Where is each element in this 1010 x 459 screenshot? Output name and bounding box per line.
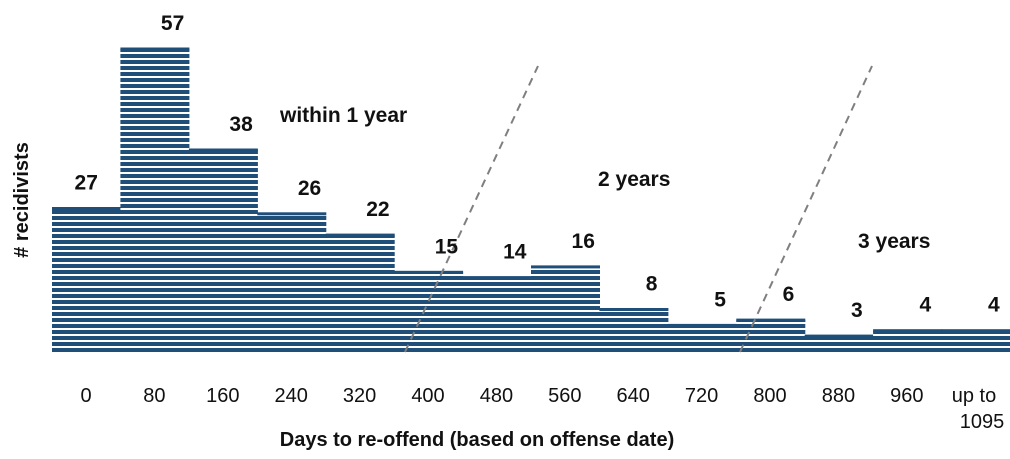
bar-top-edge-7 <box>531 265 600 269</box>
bar-top-edge-2 <box>188 148 258 152</box>
x-tick-label-1: 80 <box>143 385 165 407</box>
value-label-10: 6 <box>783 283 795 306</box>
bar-5 <box>394 272 464 352</box>
value-label-3: 26 <box>298 177 321 200</box>
x-tick-label-11: 880 <box>822 385 855 407</box>
value-label-6: 14 <box>503 241 527 264</box>
bar-top-edge-8 <box>599 308 669 311</box>
x-tick-label-12: 960 <box>890 385 923 407</box>
x-tick-label-10: 800 <box>753 385 786 407</box>
bar-top-edge-5 <box>394 270 464 274</box>
bar-top-edge-11 <box>804 334 874 338</box>
value-label-1: 57 <box>161 12 184 35</box>
bar-0 <box>52 208 121 352</box>
bar-12 <box>873 330 943 352</box>
bar-top-edge-3 <box>257 212 327 216</box>
x-tick-label-0: 0 <box>80 385 91 407</box>
bar-4 <box>325 235 395 352</box>
value-label-11: 3 <box>851 299 863 322</box>
zone-label-3-years: 3 years <box>858 230 930 253</box>
value-label-9: 5 <box>714 288 726 311</box>
bar-top-edge-0 <box>52 207 121 210</box>
bar-top-edge-6 <box>462 276 532 280</box>
value-label-4: 22 <box>366 198 389 221</box>
bar-7 <box>531 266 600 352</box>
x-tick-label-13: up to 1095 <box>952 385 1004 433</box>
x-tick-labels: 0 80 160 240 320 400 480 560 640 720 800 880 960 up t… <box>80 385 1004 433</box>
bar-2 <box>188 150 258 352</box>
bar-top-edge-13 <box>941 329 1010 333</box>
value-label-5: 15 <box>435 235 459 258</box>
value-labels: 27 57 38 26 22 15 14 16 8 5 6 3 4 4 <box>75 12 1000 322</box>
zone-label-2-years: 2 years <box>598 168 670 191</box>
period-dividers <box>404 65 873 353</box>
value-label-7: 16 <box>572 230 595 253</box>
bar-6 <box>462 277 532 352</box>
bar-top-edge-9 <box>667 323 737 327</box>
bar-top-edge-1 <box>120 47 190 51</box>
x-tick-label-5: 400 <box>411 385 444 407</box>
bar-1 <box>120 49 190 352</box>
x-tick-label-8: 640 <box>617 385 650 407</box>
x-tick-label-4: 320 <box>343 385 376 407</box>
bar-3 <box>257 213 327 352</box>
zone-label-within-1-year: within 1 year <box>279 104 407 127</box>
bar-8 <box>599 309 669 352</box>
x-tick-label-3: 240 <box>275 385 308 407</box>
bar-top-edge-10 <box>736 318 806 322</box>
value-label-12: 4 <box>920 294 932 317</box>
bars-group <box>52 47 1010 352</box>
x-tick-label-6: 480 <box>480 385 513 407</box>
x-tick-label-2: 160 <box>206 385 239 407</box>
x-tick-label-9: 720 <box>685 385 718 407</box>
value-label-8: 8 <box>646 273 658 296</box>
divider-1-year <box>404 65 539 353</box>
value-label-0: 27 <box>75 172 98 195</box>
bar-13 <box>941 330 1010 352</box>
bar-11 <box>804 336 874 352</box>
value-label-2: 38 <box>229 113 253 136</box>
divider-2-years <box>739 65 873 353</box>
x-axis-title: Days to re-offend (based on offense date… <box>280 429 675 451</box>
x-tick-label-7: 560 <box>548 385 581 407</box>
value-label-13: 4 <box>988 294 1000 317</box>
bar-9 <box>667 325 737 352</box>
y-axis-title: # recidivists <box>11 142 33 258</box>
bar-top-edge-12 <box>873 329 943 333</box>
bar-top-edge-4 <box>325 233 395 237</box>
